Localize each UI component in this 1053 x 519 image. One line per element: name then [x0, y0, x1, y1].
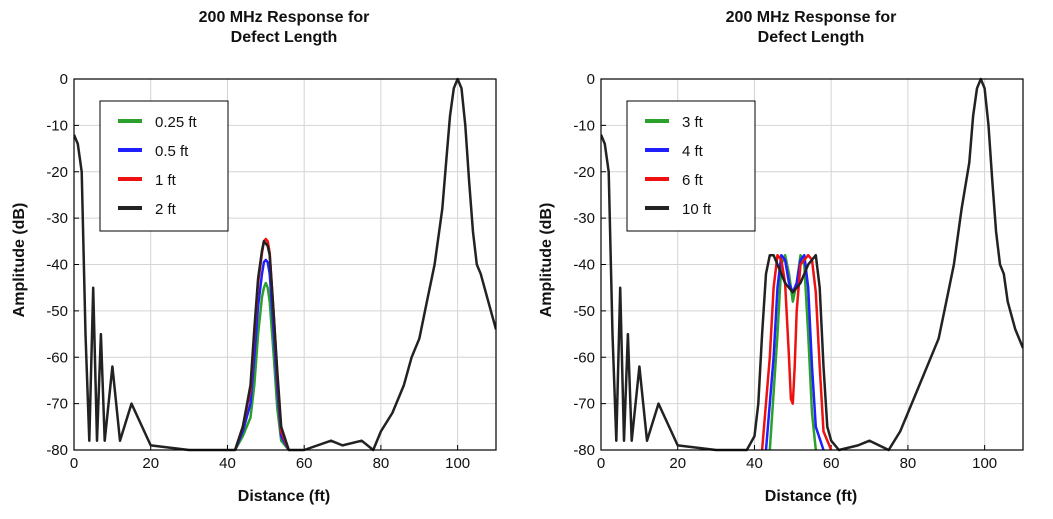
series-line-3-ft: [768, 253, 818, 451]
x-tick-label: 60: [823, 455, 840, 472]
series-group: [74, 77, 496, 452]
chart-title-line1: 200 MHz Response for: [198, 9, 370, 26]
y-tick-label: -10: [46, 117, 68, 134]
x-tick-label: 0: [597, 455, 605, 472]
series-line-0.25-ft: [234, 281, 290, 451]
y-tick-label: -70: [46, 396, 68, 413]
plot-area: 0 20 40 60 80 100 0 -10 -20 -30 -40 -50 -60 -70 -80 0.2…: [46, 71, 497, 472]
y-tick-label: -10: [573, 117, 595, 134]
legend-label: 10 ft: [682, 201, 712, 218]
x-tick-label: 20: [669, 455, 686, 472]
y-tick-label: -80: [573, 442, 595, 459]
legend-label: 0.25 ft: [155, 114, 198, 131]
legend-label: 1 ft: [155, 172, 177, 189]
series-line-10-ft: [601, 77, 1023, 452]
x-tick-label: 40: [746, 455, 763, 472]
chart-title-line2: Defect Length: [230, 29, 338, 46]
y-tick-label: -50: [46, 303, 68, 320]
legend-label: 4 ft: [682, 143, 704, 160]
x-tick-label: 100: [972, 455, 997, 472]
x-tick-label: 0: [70, 455, 78, 472]
y-tick-label: -70: [573, 396, 595, 413]
y-tick-label: 0: [587, 71, 595, 88]
y-tick-label: -40: [573, 257, 595, 274]
y-tick-label: -60: [573, 349, 595, 366]
legend-label: 0.5 ft: [155, 143, 189, 160]
plot-area: 0 20 40 60 80 100 0 -10 -20 -30 -40 -50 -60 -70 -80 3 f…: [573, 71, 1024, 472]
series-group: [601, 77, 1023, 452]
chart-title-line1: 200 MHz Response for: [725, 9, 897, 26]
x-axis-label: Distance (ft): [764, 488, 858, 505]
axes-frame: [600, 78, 1024, 451]
x-tick-label: 40: [219, 455, 236, 472]
chart-panel-left: 200 MHz Response for Defect Length Ampli…: [0, 0, 526, 519]
y-tick-label: -80: [46, 442, 68, 459]
y-tick-label: -40: [46, 257, 68, 274]
chart-panel-right: 200 MHz Response for Defect Length Ampli…: [527, 0, 1053, 519]
y-tick-label: -20: [46, 164, 68, 181]
y-tick-label: -60: [46, 349, 68, 366]
chart-title-line2: Defect Length: [757, 29, 865, 46]
series-line-2-ft: [74, 77, 496, 452]
y-tick-label: -50: [573, 303, 595, 320]
legend-label: 2 ft: [155, 201, 177, 218]
x-tick-label: 80: [900, 455, 917, 472]
chart-title: 200 MHz Response for Defect Length: [72, 8, 496, 48]
series-line-4-ft: [764, 253, 825, 451]
x-tick-label: 100: [445, 455, 470, 472]
legend-label: 3 ft: [682, 114, 704, 131]
chart-title: 200 MHz Response for Defect Length: [599, 8, 1023, 48]
x-tick-label: 80: [373, 455, 390, 472]
x-tick-label: 20: [142, 455, 159, 472]
legend-label: 6 ft: [682, 172, 704, 189]
x-axis-label: Distance (ft): [237, 488, 331, 505]
y-tick-label: -30: [573, 210, 595, 227]
y-tick-label: -20: [573, 164, 595, 181]
y-tick-label: 0: [60, 71, 68, 88]
y-tick-label: -30: [46, 210, 68, 227]
axes-frame: [73, 78, 497, 451]
x-tick-label: 60: [296, 455, 313, 472]
